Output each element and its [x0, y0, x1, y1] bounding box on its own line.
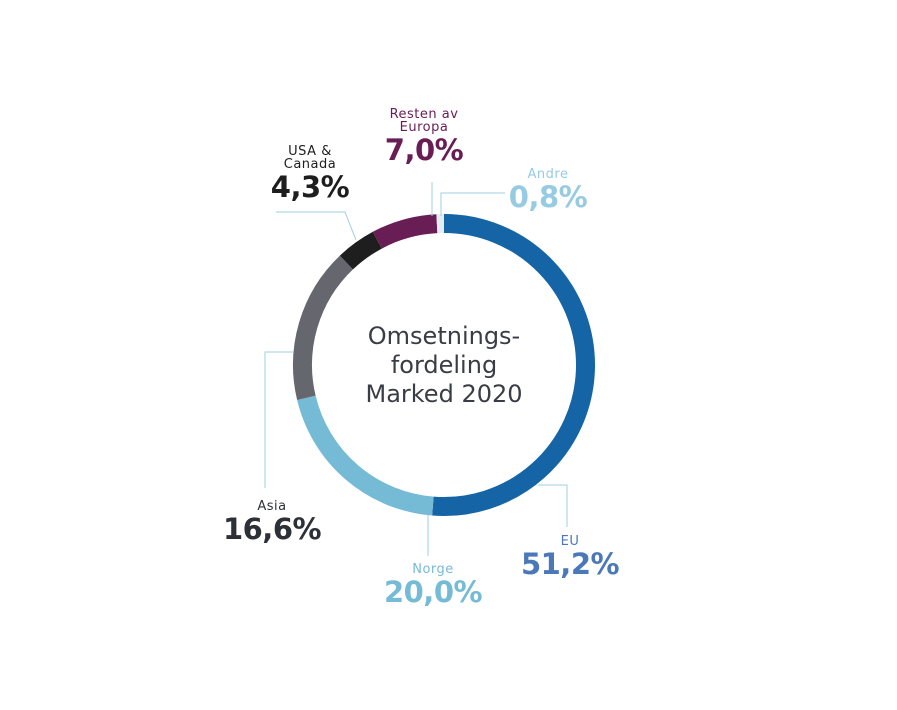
slice-value: 51,2% [520, 547, 620, 581]
slice-name: Norge [412, 562, 454, 577]
slice-value: 20,0% [383, 575, 483, 609]
slice-usa-canada [339, 231, 383, 270]
slice-value: 4,3% [270, 170, 350, 204]
leader-line-andre [440, 192, 505, 216]
leader-line-usa-canada [276, 211, 357, 241]
leader-line-eu [538, 484, 568, 527]
label-asia: Asia 16,6% [222, 499, 322, 546]
slice-name: Canada [283, 157, 337, 172]
slice-name: Europa [399, 120, 449, 135]
label-eu: EU 51,2% [520, 534, 620, 581]
slice-name: Resten av [389, 107, 459, 122]
label-andre: Andre 0,8% [508, 167, 588, 214]
slice-name: Andre [527, 167, 569, 182]
slice-value: 0,8% [508, 180, 588, 214]
label-usa-canada: USA & Canada 4,3% [270, 144, 350, 204]
chart-title-line: Marked 2020 [365, 380, 523, 408]
label-norge: Norge 20,0% [383, 562, 483, 609]
slice-norge [297, 395, 434, 516]
slice-name: USA & [288, 144, 332, 159]
slice-asia [293, 255, 354, 401]
slice-eu [432, 214, 595, 516]
chart-title-line: Omsetnings- [367, 322, 521, 350]
chart-title: Omsetnings- fordeling Marked 2020 [365, 322, 522, 409]
slice-value: 7,0% [384, 133, 464, 167]
slice-value: 16,6% [222, 512, 322, 546]
slice-resten-av-europa [372, 214, 438, 249]
slice-name: EU [560, 534, 580, 549]
label-resten-av-europa: Resten av Europa 7,0% [384, 107, 464, 167]
leader-line-asia [264, 351, 293, 488]
slice-name: Asia [257, 499, 287, 514]
chart-title-line: fordeling [390, 351, 498, 379]
